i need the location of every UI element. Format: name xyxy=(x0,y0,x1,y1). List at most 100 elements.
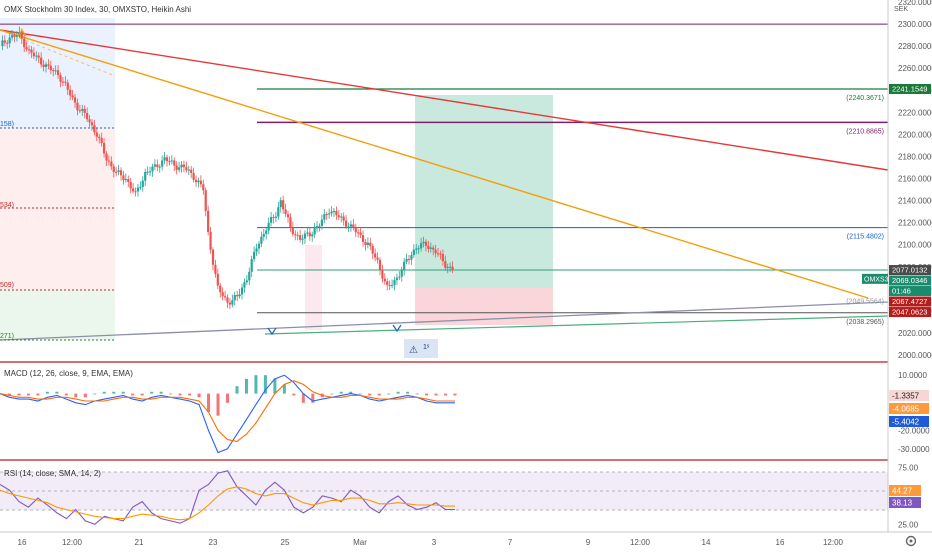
candle-body xyxy=(119,170,123,176)
candle-body xyxy=(240,287,244,295)
candlestick-series xyxy=(1,26,454,310)
price-tag: 2241.1549 xyxy=(889,83,931,94)
trend-lines[interactable] xyxy=(0,29,889,341)
candle-body xyxy=(403,261,406,271)
settings-gear-icon[interactable] xyxy=(905,535,917,547)
candle-body xyxy=(204,190,207,211)
candle-body xyxy=(395,277,399,281)
macd-title: MACD (12, 26, close, 9, EMA, EMA) xyxy=(4,369,133,378)
macd-histogram-bar xyxy=(216,393,220,416)
macd-histogram-bar xyxy=(415,393,419,395)
candle-body xyxy=(23,38,26,48)
level-label: (2115.4802) xyxy=(847,234,884,241)
level-label: (2210.8865) xyxy=(846,128,884,135)
macd-histogram-bar xyxy=(425,393,429,396)
candle-body xyxy=(117,170,120,173)
candle-body xyxy=(47,64,50,66)
candle-body xyxy=(158,166,161,168)
macd-histogram-bar xyxy=(444,393,448,396)
candle-body xyxy=(194,179,198,183)
position-profit-zone[interactable] xyxy=(415,95,553,288)
rsi-sma-line xyxy=(0,486,455,521)
event-flag[interactable] xyxy=(404,339,438,358)
trendline-orange-dashed[interactable] xyxy=(19,37,116,77)
trendline-green-lower[interactable] xyxy=(264,315,889,335)
candle-body xyxy=(325,214,328,216)
event-flag-icon: ⚠ xyxy=(409,345,418,356)
candle-body xyxy=(432,247,435,250)
candle-body xyxy=(148,171,152,173)
macd-histogram-bar xyxy=(292,393,296,396)
chart-markers: ⚠ 1ˢ xyxy=(17,28,438,358)
rsi-title: RSI (14, close, SMA, 14, 2) xyxy=(4,469,101,478)
candle-body xyxy=(424,241,428,246)
candle-body xyxy=(291,227,294,235)
trendline-orange[interactable] xyxy=(0,29,869,299)
candle-body xyxy=(381,269,384,279)
macd-histogram-bar xyxy=(368,393,372,396)
price-tick-label: 2020.0000 xyxy=(898,329,932,338)
candle-body xyxy=(342,216,345,221)
macd-histogram-bar xyxy=(150,391,154,394)
macd-histogram-bar xyxy=(102,391,106,394)
candle-body xyxy=(429,247,432,249)
trendline-red[interactable] xyxy=(0,29,889,171)
candle-body xyxy=(236,295,239,297)
macd-histogram-bar xyxy=(387,393,391,395)
candle-body xyxy=(449,266,452,268)
candle-body xyxy=(255,248,258,252)
macd-histogram-bar xyxy=(140,393,144,396)
macd-histogram-bar xyxy=(377,393,381,396)
price-tick-label: 2180.0000 xyxy=(898,152,932,161)
candle-body xyxy=(272,217,275,219)
left-level-label: 509) xyxy=(0,282,14,289)
macd-histogram-bar xyxy=(121,391,125,394)
candle-body xyxy=(192,173,195,180)
price-tick-label: 2100.0000 xyxy=(898,241,932,250)
candle-body xyxy=(405,259,408,262)
candle-body xyxy=(44,64,48,68)
candle-body xyxy=(49,65,52,71)
faint-price-label: (2049.5564) xyxy=(846,298,884,305)
price-tag: 2067.4727 xyxy=(889,296,931,307)
candle-body xyxy=(407,259,411,261)
macd-histogram-bar xyxy=(263,375,267,394)
macd-histogram-bar xyxy=(311,393,315,403)
time-tick-label: 16 xyxy=(18,538,27,547)
macd-histogram-bar xyxy=(178,393,182,396)
candle-body xyxy=(417,248,420,250)
macd-tick-label: -30.0000 xyxy=(898,445,930,454)
macd-histogram-bar xyxy=(301,393,305,403)
level-lines xyxy=(0,23,888,314)
candle-body xyxy=(105,153,108,161)
long-position-tool[interactable] xyxy=(415,95,553,325)
candle-body xyxy=(163,157,166,161)
candle-body xyxy=(386,281,389,286)
candle-body xyxy=(296,235,299,237)
candle-body xyxy=(439,253,442,255)
trendline-grey-lower[interactable] xyxy=(0,301,889,341)
candle-body xyxy=(415,248,418,250)
candle-body xyxy=(420,243,423,249)
macd-histogram-bar xyxy=(273,378,277,394)
time-tick-label: 14 xyxy=(702,538,711,547)
time-axis-ticks: 16 12:00 21 23 25 Mar 3 7 9 12:00 14 16 12:00 xyxy=(18,538,844,547)
candle-body xyxy=(335,211,338,216)
candle-body xyxy=(301,238,304,240)
candle-body xyxy=(412,249,415,256)
candle-body xyxy=(61,81,65,83)
macd-histogram-bar xyxy=(131,393,135,396)
price-tick-label: 2260.0000 xyxy=(898,64,932,73)
candle-body xyxy=(269,217,273,223)
candle-body xyxy=(320,219,323,226)
macd-histogram-bar xyxy=(17,393,21,396)
rsi-tag: 38.13 xyxy=(892,499,913,508)
macd-histogram-bar xyxy=(112,391,116,394)
macd-histogram-bar xyxy=(45,391,49,394)
candle-body xyxy=(451,266,454,271)
macd-histogram-bar xyxy=(226,393,229,403)
candle-body xyxy=(93,125,96,133)
candle-body xyxy=(40,57,43,65)
